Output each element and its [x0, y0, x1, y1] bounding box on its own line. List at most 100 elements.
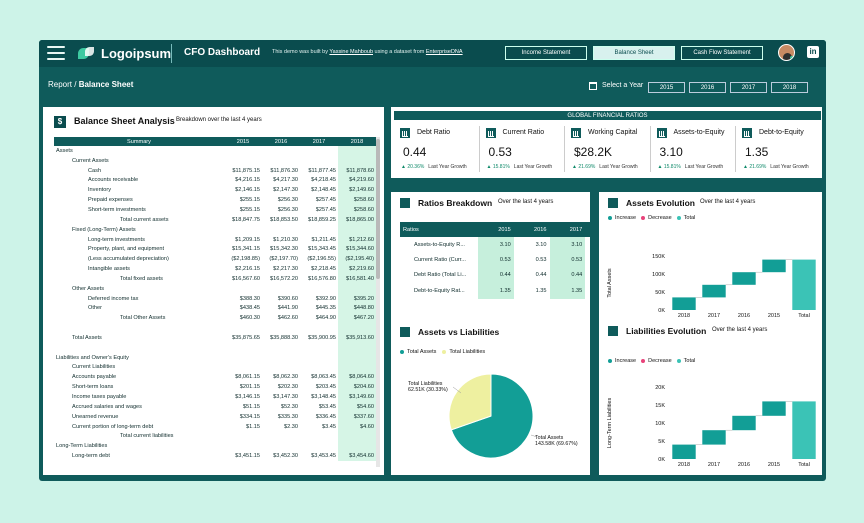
- nav-income-statement[interactable]: Income Statement: [505, 46, 587, 60]
- kpi-card-current-ratio[interactable]: Current Ratio 0.53 ▲ 15.81% Last Year Growt…: [481, 124, 563, 174]
- kpi-card-working-capital[interactable]: Working Capital $28.2K ▲ 21.69% Last Year G…: [566, 124, 648, 174]
- table-row[interactable]: Prepaid expenses $255.15 $256.30 $257.45 $25…: [54, 195, 376, 206]
- kpi-card-debt-ratio[interactable]: Debt Ratio 0.44 ▲ 20.36% Last Year Growth: [395, 124, 477, 174]
- bar-total[interactable]: [792, 259, 816, 310]
- table-row[interactable]: Total current assets $18,847.75 $18,853.50…: [54, 214, 376, 225]
- cell-2017: $464.90: [315, 315, 336, 322]
- legend-increase[interactable]: Increase: [615, 358, 637, 364]
- pie-slice-total-liabilities[interactable]: [448, 373, 492, 431]
- legend-total[interactable]: Total: [683, 215, 696, 221]
- author-link[interactable]: Yassine Mahboub: [329, 49, 373, 55]
- menu-icon[interactable]: [47, 46, 65, 60]
- linkedin-icon[interactable]: in: [807, 46, 819, 58]
- year-button-2015[interactable]: 2015: [648, 82, 685, 93]
- table-row[interactable]: Total Other Assets $460.30 $462.60 $464.90 $…: [54, 313, 376, 324]
- table-row[interactable]: Liabilities and Owner's Equity: [54, 352, 376, 363]
- pie-value-assets: 143.58K (69.67%): [535, 441, 578, 447]
- bar-increase-2015[interactable]: [762, 259, 786, 273]
- cell-2016: [262, 431, 300, 441]
- table-row[interactable]: Total fixed assets $16,567.60 $16,572.20 $1…: [54, 273, 376, 284]
- table-row[interactable]: Long-term investments $1,209.15 $1,210.30 $…: [54, 234, 376, 245]
- bar-increase-2015[interactable]: [762, 401, 786, 416]
- year-button-2017[interactable]: 2017: [730, 82, 767, 93]
- table-row[interactable]: Intangible assets $2,216.15 $2,217.30 $2,21…: [54, 264, 376, 274]
- column-header-2017[interactable]: 2017: [549, 222, 586, 237]
- bar-increase-2016[interactable]: [732, 415, 756, 431]
- cell-2016: [262, 146, 300, 156]
- legend-decrease[interactable]: Decrease: [648, 215, 672, 221]
- table-row[interactable]: Debt Ratio (Total Li...0.440.440.440.44: [400, 267, 621, 284]
- kpi-card-assets-to-equity[interactable]: Assets-to-Equity 3.10 ▲ 15.81% Last Year Gr…: [652, 124, 734, 174]
- bar-total[interactable]: [792, 401, 816, 459]
- table-row[interactable]: Unearned revenue $334.15 $335.30 $336.45 $33…: [54, 411, 376, 422]
- column-header-ratios[interactable]: Ratios: [400, 222, 478, 237]
- table-row[interactable]: (Less accumulated depreciation) ($2,198.8…: [54, 254, 376, 265]
- cell-2017: $8,063.45: [311, 374, 336, 381]
- column-header-summary[interactable]: Summary: [54, 137, 224, 146]
- assets-vs-liabilities-title: Assets vs Liabilities: [418, 327, 500, 337]
- table-row[interactable]: Current Liabilities: [54, 362, 376, 373]
- bar-increase-2016[interactable]: [732, 272, 756, 285]
- table-row[interactable]: [54, 323, 376, 334]
- table-row[interactable]: Cash $11,875.15 $11,876.30 $11,877.45 $11,87…: [54, 165, 376, 176]
- column-header-2015[interactable]: 2015: [478, 222, 514, 237]
- table-row[interactable]: Long-term debt $3,451.15 $3,452.30 $3,453.4…: [54, 451, 376, 461]
- row-label: Total Other Assets: [120, 315, 166, 322]
- column-header-2018[interactable]: 2018: [338, 137, 376, 146]
- cell-2018: $15,344.60: [338, 244, 376, 255]
- bar-increase-2018[interactable]: [672, 444, 696, 459]
- table-row[interactable]: Accounts receivable $4,216.15 $4,217.30 $4,…: [54, 175, 376, 186]
- legend-total-liabilities[interactable]: Total Liabilities: [449, 349, 486, 355]
- table-row[interactable]: Assets: [54, 146, 376, 156]
- kpi-card-debt-to-equity[interactable]: Debt-to-Equity 1.35 ▲ 21.69% Last Year Grow…: [737, 124, 819, 174]
- breadcrumb-parent[interactable]: Report: [48, 80, 73, 89]
- table-row[interactable]: Debt-to-Equity Rat...1.351.351.351.35: [400, 283, 621, 299]
- table-row[interactable]: Total current liabilities: [54, 431, 376, 442]
- legend-increase[interactable]: Increase: [615, 215, 637, 221]
- table-row[interactable]: Current Assets: [54, 155, 376, 166]
- pie-slice-total-assets[interactable]: [450, 373, 534, 459]
- bar-increase-2018[interactable]: [672, 297, 696, 310]
- table-scrollbar[interactable]: [376, 137, 380, 467]
- nav-cash-flow-statement[interactable]: Cash Flow Statement: [681, 46, 763, 60]
- liabilities-evolution-legend: Increase Decrease Total: [608, 358, 695, 364]
- scrollbar-thumb[interactable]: [376, 139, 380, 279]
- table-row[interactable]: Current portion of long-term debt $1.15 $2…: [54, 421, 376, 432]
- column-header-2017[interactable]: 2017: [300, 137, 338, 146]
- row-label: Current Ratio (Curr...: [414, 257, 466, 264]
- table-row[interactable]: Current Ratio (Curr...0.530.530.530.53: [400, 252, 621, 268]
- year-button-2016[interactable]: 2016: [689, 82, 726, 93]
- column-header-2016[interactable]: 2016: [513, 222, 550, 237]
- legend-total[interactable]: Total: [683, 358, 696, 364]
- column-header-2016[interactable]: 2016: [262, 137, 300, 146]
- table-row[interactable]: Long-Term Liabilities: [54, 441, 376, 452]
- table-row[interactable]: Total Assets $35,875.65 $35,888.30 $35,900.…: [54, 333, 376, 343]
- table-row[interactable]: Short-term loans $201.15 $202.30 $203.45 $20…: [54, 382, 376, 393]
- table-row[interactable]: Other Assets: [54, 283, 376, 294]
- table-row[interactable]: Assets-to-Equity R...3.103.103.103.10: [400, 237, 621, 253]
- avatar[interactable]: [778, 44, 795, 61]
- legend-decrease[interactable]: Decrease: [648, 358, 672, 364]
- table-row[interactable]: Fixed (Long-Term) Assets: [54, 224, 376, 235]
- credit-prefix: This demo was built by: [272, 49, 330, 55]
- table-row[interactable]: Accrued salaries and wages $51.15 $52.30 $5…: [54, 401, 376, 412]
- cell-2016: $52.30: [280, 403, 298, 410]
- source-link[interactable]: EnterpriseDNA: [425, 49, 463, 55]
- nav-balance-sheet[interactable]: Balance Sheet: [593, 46, 675, 60]
- table-row[interactable]: Income taxes payable $3,146.15 $3,147.30 $3…: [54, 392, 376, 402]
- table-row[interactable]: Deferred income tax $388.30 $390.60 $392.90…: [54, 293, 376, 304]
- bar-increase-2017[interactable]: [702, 430, 726, 445]
- table-row[interactable]: [54, 342, 376, 353]
- row-label: Long-term investments: [88, 236, 145, 243]
- column-header-2015[interactable]: 2015: [224, 137, 262, 146]
- legend-total-assets[interactable]: Total Assets: [407, 349, 437, 355]
- table-row[interactable]: Inventory $2,146.15 $2,147.30 $2,148.45 $2,1…: [54, 185, 376, 196]
- table-row[interactable]: Property, plant, and equipment $15,341.15…: [54, 244, 376, 255]
- cell-2018: $337.60: [338, 411, 376, 422]
- year-button-2018[interactable]: 2018: [771, 82, 808, 93]
- table-row[interactable]: Short-term investments $255.15 $256.30 $257…: [54, 205, 376, 215]
- bar-increase-2017[interactable]: [702, 284, 726, 298]
- table-row[interactable]: Other $438.45 $441.90 $445.35 $448.80: [54, 303, 376, 314]
- table-row[interactable]: Accounts payable $8,061.15 $8,062.30 $8,063…: [54, 372, 376, 383]
- row-label: Long-Term Liabilities: [56, 443, 108, 450]
